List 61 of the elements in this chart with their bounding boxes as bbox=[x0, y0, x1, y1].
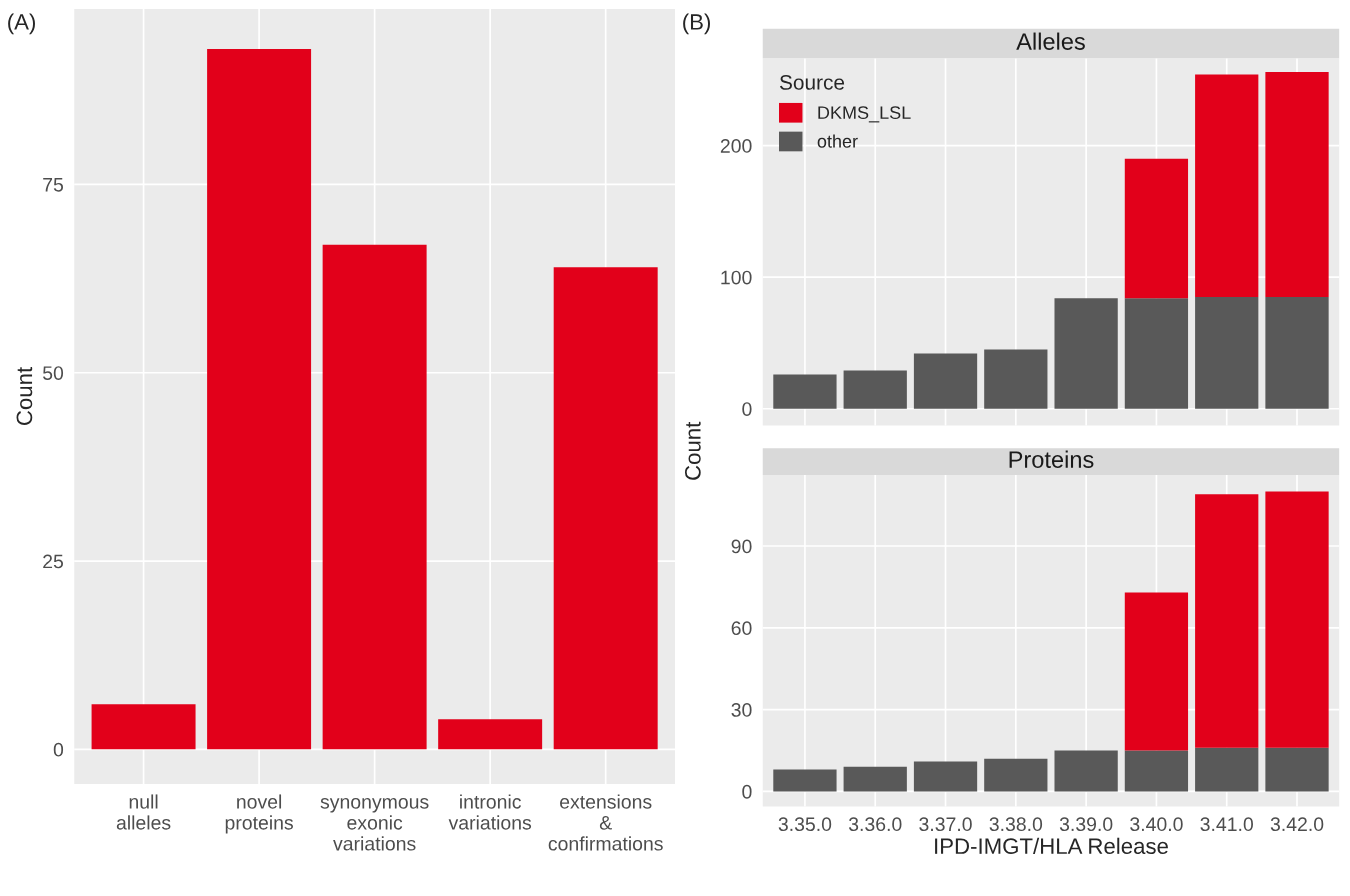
y-axis-title: Count bbox=[16, 366, 33, 425]
bar bbox=[1054, 298, 1118, 409]
y-tick-label: 200 bbox=[720, 139, 752, 153]
bar bbox=[322, 244, 427, 750]
bar bbox=[984, 349, 1048, 409]
bar bbox=[1124, 158, 1189, 299]
x-tick-label: 3.37.0 bbox=[919, 817, 972, 832]
bar bbox=[1124, 298, 1189, 409]
y-tick-label: 75 bbox=[43, 178, 64, 192]
x-tick-label: null alleles bbox=[116, 794, 171, 830]
bar bbox=[1265, 747, 1329, 792]
x-tick-label: extensions & confirmations bbox=[548, 794, 663, 851]
y-axis-title: Count bbox=[684, 421, 701, 480]
y-tick-label: 25 bbox=[43, 554, 64, 569]
bar bbox=[91, 704, 196, 750]
bar bbox=[438, 719, 543, 750]
y-tick-label: 0 bbox=[742, 402, 752, 416]
bar bbox=[1195, 296, 1259, 409]
bar bbox=[1124, 592, 1189, 751]
x-tick-label: 3.40.0 bbox=[1130, 817, 1183, 832]
text: (A) bbox=[8, 13, 35, 35]
bar bbox=[1195, 74, 1259, 297]
y-tick-label: 100 bbox=[721, 270, 752, 285]
y-tick-label: 0 bbox=[742, 784, 752, 799]
x-tick-label: 3.41.0 bbox=[1200, 817, 1253, 832]
y-tick-label: 0 bbox=[53, 742, 64, 757]
y-tick-label: 60 bbox=[731, 621, 752, 636]
bar bbox=[553, 267, 658, 750]
legend-label: other bbox=[817, 134, 858, 148]
y-tick-label: 90 bbox=[731, 539, 752, 554]
bar bbox=[1265, 71, 1329, 297]
x-tick-label: 3.39.0 bbox=[1059, 817, 1113, 832]
chart-title: Proteins bbox=[1009, 450, 1094, 468]
x-tick-label: intronic variations bbox=[448, 794, 532, 830]
bar bbox=[984, 758, 1048, 792]
bar bbox=[843, 766, 907, 792]
bar bbox=[843, 370, 907, 409]
x-tick-label: novel proteins bbox=[225, 794, 293, 834]
bar bbox=[1195, 747, 1259, 792]
bar bbox=[773, 769, 837, 792]
x-axis-title: IPD-IMGT/HLA Release bbox=[935, 837, 1168, 855]
x-tick-label: 3.35.0 bbox=[778, 817, 832, 832]
x-tick-label: 3.38.0 bbox=[989, 817, 1043, 832]
bar bbox=[1054, 750, 1118, 792]
x-tick-label: 3.36.0 bbox=[848, 817, 902, 832]
bar bbox=[913, 761, 978, 792]
bar bbox=[1124, 750, 1189, 792]
y-tick-label: 50 bbox=[42, 366, 64, 380]
chart-title: Alleles bbox=[1016, 32, 1085, 50]
y-tick-label: 30 bbox=[731, 703, 752, 717]
legend-title: Source bbox=[779, 75, 845, 90]
bar bbox=[913, 353, 978, 409]
bar bbox=[207, 48, 312, 750]
legend-label: DKMS_LSL bbox=[818, 106, 911, 123]
text: (B) bbox=[683, 13, 710, 35]
x-tick-label: synonymous exonic variations bbox=[320, 798, 429, 851]
bar bbox=[1195, 494, 1259, 748]
bar bbox=[1265, 491, 1329, 748]
bar bbox=[773, 374, 837, 409]
x-tick-label: 3.42.0 bbox=[1270, 817, 1324, 832]
bar bbox=[1265, 296, 1329, 409]
